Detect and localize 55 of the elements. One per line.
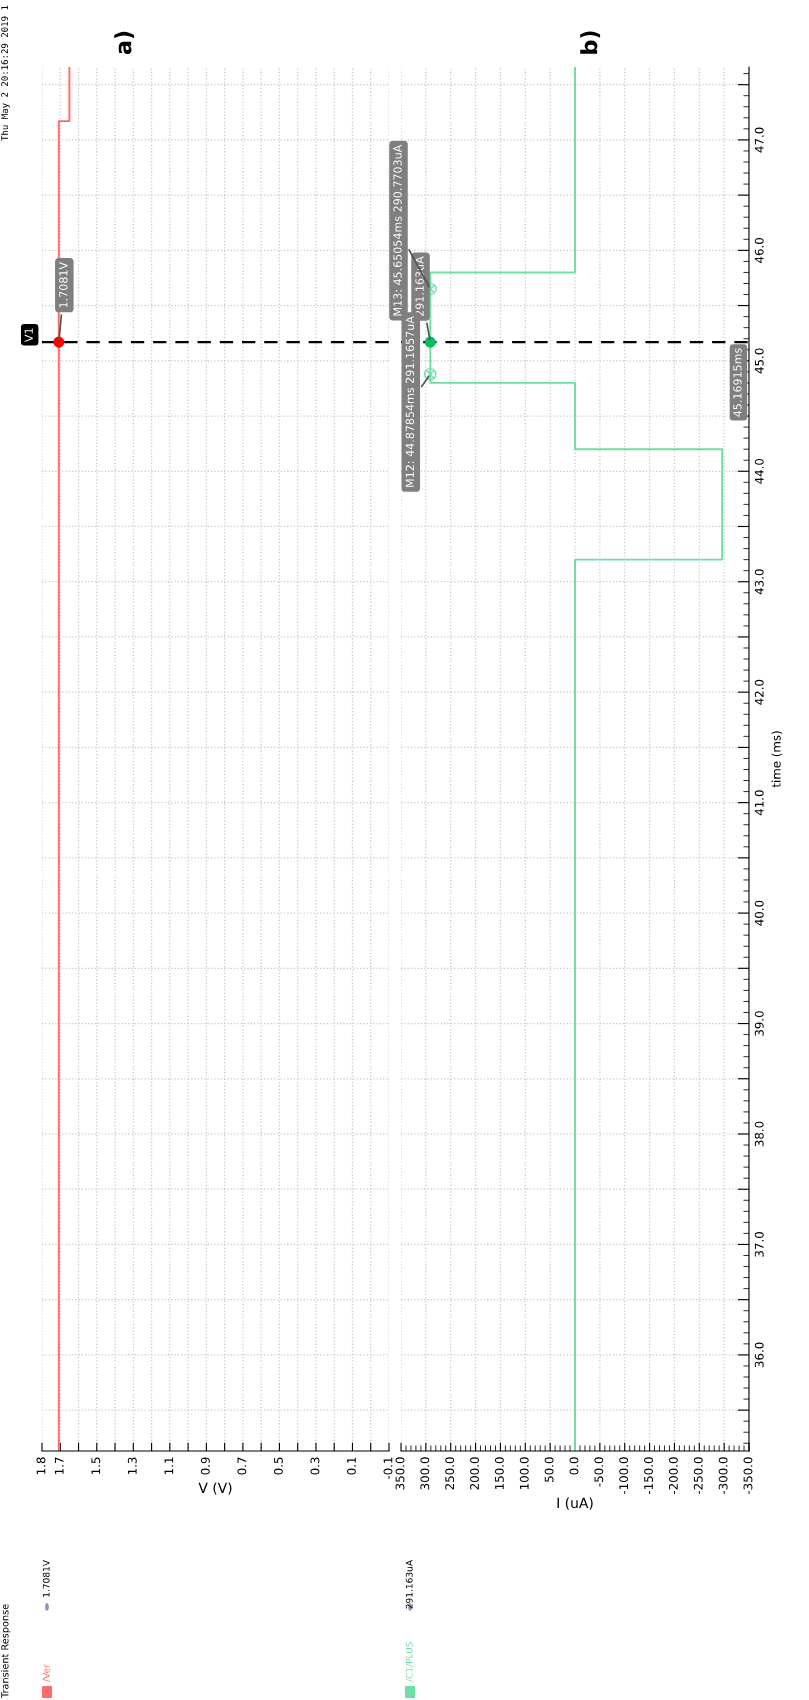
text: a) [114, 31, 135, 55]
annotation: M12: 44.87854ms 291.1657uA [405, 316, 415, 487]
text: /Ver [42, 1664, 51, 1682]
x-tick-label: -350.0 [743, 1457, 753, 1495]
text: Transient Response [1, 1604, 11, 1699]
x-axis-title: V (V) [198, 1482, 232, 1495]
x-tick-label: 0.9 [200, 1457, 210, 1475]
y-tick-label: 42.0 [754, 679, 764, 705]
annotation: 1.7081V [59, 262, 68, 308]
y-tick-label: 44.0 [754, 458, 764, 484]
x-tick-label: 0.1 [346, 1457, 356, 1475]
x-tick-label: 200.0 [470, 1457, 479, 1490]
y-tick-label: 45.0 [754, 348, 764, 374]
x-tick-label: -150.0 [644, 1457, 653, 1495]
ref-line-label: V1 [24, 328, 33, 343]
y-tick-label: 41.0 [754, 790, 764, 816]
x-tick-label: 1.1 [164, 1457, 174, 1475]
x-tick-label: 100.0 [519, 1457, 529, 1490]
x-tick-label: -200.0 [668, 1457, 678, 1495]
x-tick-label: 0.7 [237, 1457, 247, 1475]
x-tick-label: 350.0 [395, 1457, 405, 1490]
x-tick-label: 150.0 [494, 1457, 504, 1490]
x-tick-label: 0.0 [569, 1457, 579, 1475]
annotation: M13: 45.65054ms 290.7703uA [393, 144, 402, 316]
text: 291.163uA [405, 1560, 413, 1609]
x-tick-label: 0.5 [273, 1457, 283, 1475]
x-tick-label: 1.5 [91, 1457, 101, 1475]
x-tick-label: -250.0 [693, 1457, 703, 1495]
y-axis-title: time (ms) [771, 731, 783, 788]
x-tick-label: -100.0 [619, 1457, 629, 1495]
x-axis-title: I (uA) [557, 1497, 593, 1510]
y-tick-label: 43.0 [754, 569, 764, 595]
x-tick-label: 1.7 [54, 1457, 64, 1475]
y-tick-label: 39.0 [754, 1011, 764, 1036]
x-tick-label: 1.8 [36, 1457, 46, 1475]
text: /C1/PLUS [405, 1642, 414, 1682]
y-tick-label: 36.0 [754, 1342, 764, 1368]
ref-line-label: 45.16915ms [733, 348, 742, 417]
text: 1.7081V [42, 1560, 50, 1597]
y-tick-label: 40.0 [754, 900, 764, 926]
x-tick-label: -300.0 [718, 1457, 728, 1495]
x-tick-label: 250.0 [445, 1457, 455, 1490]
x-tick-label: -0.1 [383, 1457, 393, 1480]
x-tick-label: -50.0 [594, 1457, 604, 1487]
y-tick-label: 47.0 [754, 127, 764, 153]
x-tick-label: 1.3 [127, 1457, 137, 1475]
annotation: 291.163uA [415, 256, 424, 317]
y-tick-label: 38.0 [754, 1121, 764, 1147]
y-tick-label: 46.0 [754, 238, 764, 263]
x-tick-label: 50.0 [544, 1457, 554, 1482]
chart-subtitle: Thu May 2 20:16:29 2019 1 [1, 5, 10, 141]
x-tick-label: 0.3 [310, 1457, 320, 1475]
x-tick-label: 300.0 [420, 1457, 430, 1490]
y-tick-label: 37.0 [754, 1232, 764, 1257]
text: b) [580, 31, 601, 54]
